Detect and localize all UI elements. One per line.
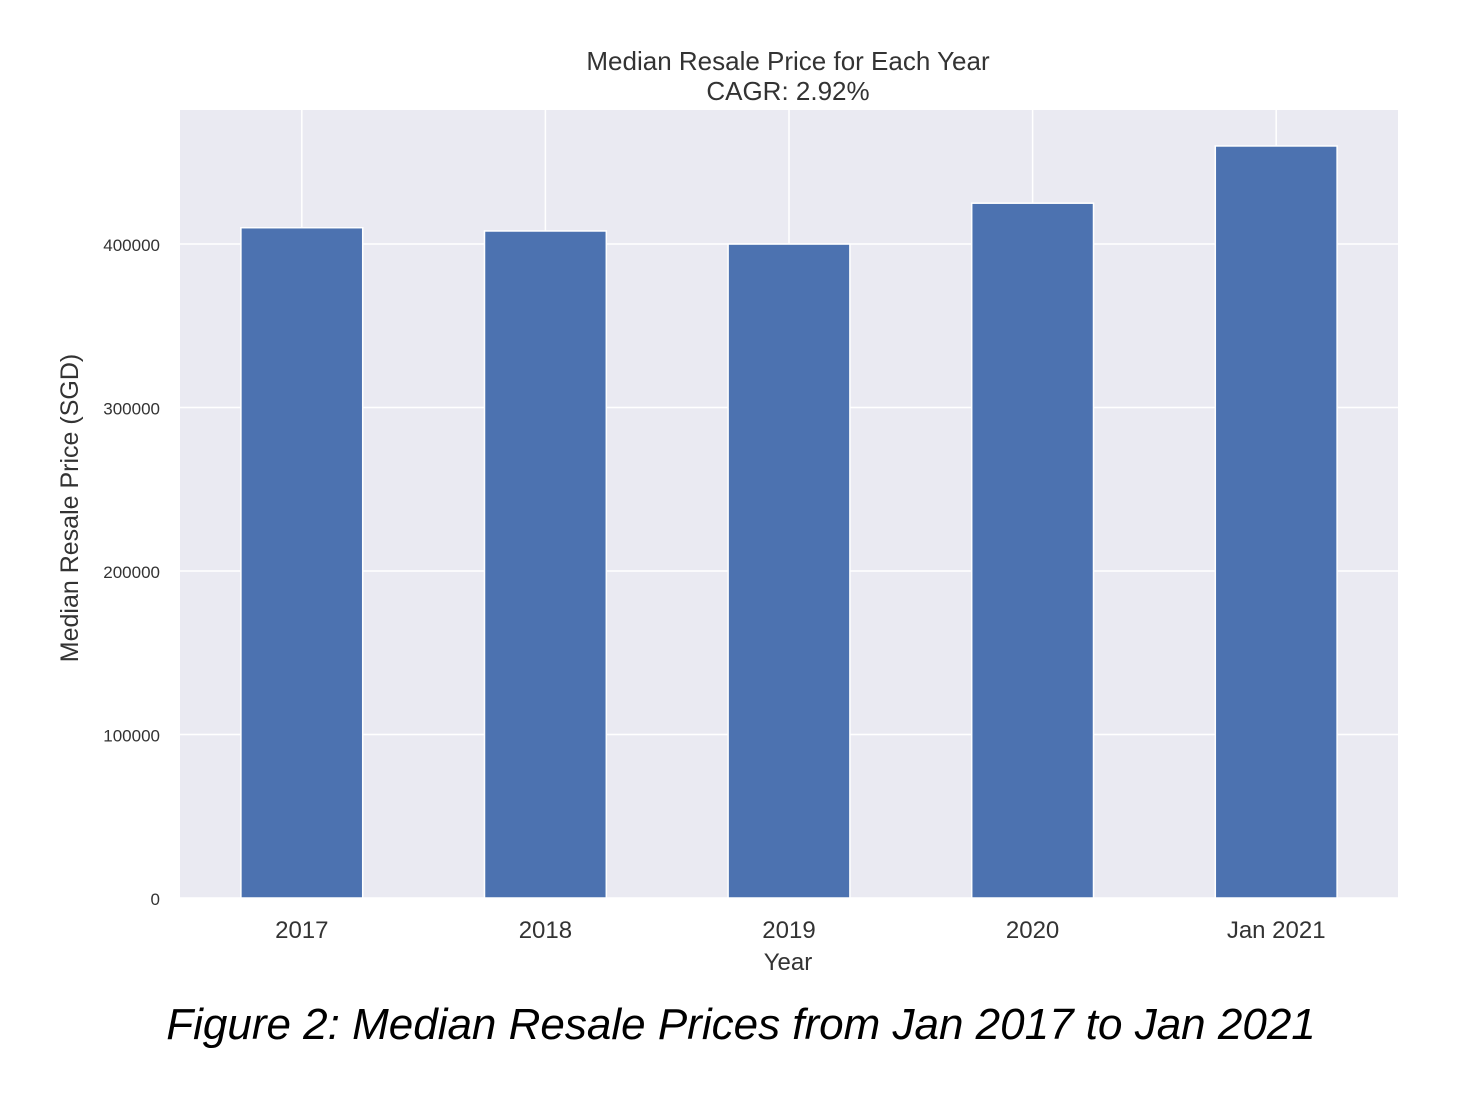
x-tick-label: 2019 — [762, 917, 815, 944]
y-tick-label: 300000 — [103, 400, 160, 419]
x-tick-label: 2017 — [275, 917, 328, 944]
y-tick-label: 100000 — [103, 727, 160, 746]
chart-subtitle: CAGR: 2.92% — [706, 76, 869, 106]
bars — [240, 145, 1338, 899]
x-tick-label: 2018 — [519, 917, 572, 944]
chart-title: Median Resale Price for Each Year — [586, 46, 990, 76]
y-tick-label: 200000 — [103, 563, 160, 582]
bar-2017 — [240, 226, 364, 899]
bar-jan-2021 — [1214, 145, 1338, 899]
bar-chart: 2017 2018 2019 2020 Jan 2021 0 100000 200000 30… — [56, 46, 1398, 976]
bar-2019 — [727, 243, 851, 899]
x-tick-label: 2020 — [1006, 917, 1059, 944]
y-tick-label: 0 — [151, 890, 160, 909]
y-tick-labels: 0 100000 200000 300000 400000 — [103, 236, 160, 909]
y-axis-label: Median Resale Price (SGD) — [56, 354, 84, 662]
y-tick-label: 400000 — [103, 236, 160, 255]
bar-2020 — [970, 202, 1095, 899]
figure-caption: Figure 2: Median Resale Prices from Jan … — [166, 1000, 1316, 1049]
bar-2018 — [483, 230, 608, 899]
x-axis-label: Year — [764, 949, 813, 976]
x-tick-labels: 2017 2018 2019 2020 Jan 2021 — [275, 917, 1325, 944]
x-tick-label: Jan 2021 — [1227, 917, 1326, 944]
